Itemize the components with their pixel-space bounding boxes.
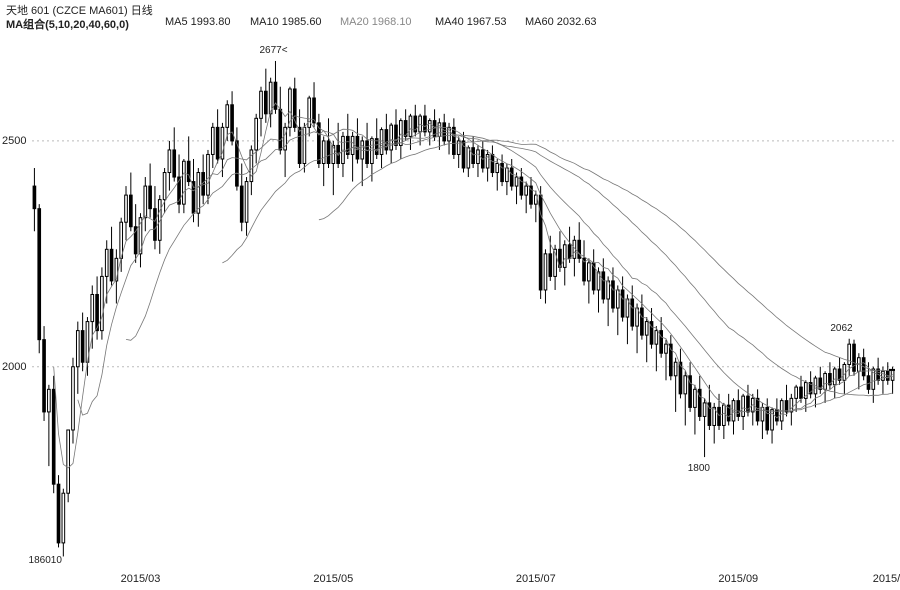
x-tick-label: 2015/09 <box>718 573 758 585</box>
rebound-annotation: 2062 <box>830 323 852 334</box>
x-tick-label: 2015/05 <box>313 573 353 585</box>
peak-annotation: 2677< <box>259 45 287 56</box>
chart-svg <box>0 0 900 590</box>
x-tick-label: 2015/10 <box>873 573 900 585</box>
x-tick-label: 2015/07 <box>516 573 556 585</box>
biglow-annotation: 186010 <box>29 555 62 566</box>
y-tick-label: 2000 <box>2 361 26 373</box>
low-annotation-r: 1800 <box>688 463 710 474</box>
y-tick-label: 2500 <box>2 135 26 147</box>
candlestick-chart: 天地 601 (CZCE MA601) 日线 MA组合(5,10,20,40,6… <box>0 0 900 590</box>
x-tick-label: 2015/03 <box>121 573 161 585</box>
